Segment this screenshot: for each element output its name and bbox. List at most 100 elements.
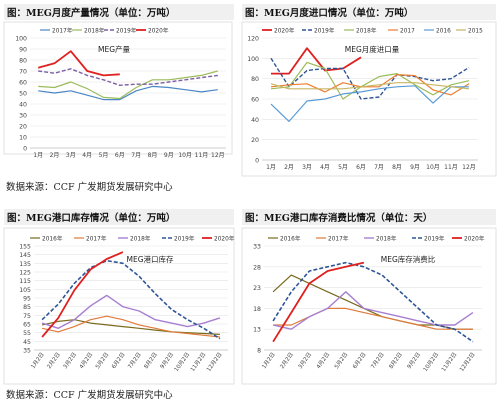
series-line <box>270 82 470 90</box>
panel-title-band-3: 图：MEG港口库存情况（单位：万吨） <box>4 209 234 225</box>
y-tick-label: 145 <box>19 252 31 259</box>
x-tick-label: 3月 <box>66 152 76 159</box>
legend-label: 2019年 <box>116 26 137 34</box>
x-tick-label: 5月 <box>338 164 348 171</box>
y-tick-label: 10 <box>19 135 27 142</box>
series-line <box>38 70 218 100</box>
panel-title-1: 图：MEG月度产量情况（单位：万吨） <box>7 8 176 19</box>
legend-label: 2016年 <box>42 234 63 242</box>
x-tick-label: 5月 <box>99 152 109 159</box>
x-tick-label: 9月2日 <box>406 351 422 370</box>
x-tick-label: 6月 <box>115 152 125 159</box>
series-line <box>41 251 124 338</box>
y-tick-label: 40 <box>19 102 27 109</box>
chart-inline-title: MEG月度进口量 <box>345 44 400 54</box>
x-tick-label: 1月 <box>266 164 276 171</box>
x-tick-label: 11月 <box>444 164 458 171</box>
legend-label: 2016 <box>436 28 451 34</box>
y-tick-label: 65 <box>23 322 31 329</box>
x-tick-label: 7月2日 <box>369 351 385 370</box>
legend-label: 2017 <box>400 28 415 34</box>
y-tick-label: 90 <box>19 47 27 54</box>
series-line <box>41 315 220 338</box>
series-line <box>272 261 474 343</box>
y-tick-label: 85 <box>23 304 31 311</box>
y-tick-label: 0 <box>23 146 27 153</box>
series-line <box>272 261 365 343</box>
y-tick-label: 20 <box>19 124 27 131</box>
x-tick-label: 11月 <box>195 152 209 159</box>
y-tick-label: 80 <box>251 76 259 83</box>
legend-label: 2019年 <box>424 234 445 242</box>
legend-label: 2019年 <box>314 26 335 34</box>
x-tick-label: 3月 <box>302 164 312 171</box>
x-tick-label: 2月 <box>50 152 60 159</box>
x-tick-label: 10月2日 <box>422 351 440 373</box>
legend-label: 2018年 <box>130 234 151 242</box>
chart-inline-title: MEG港口库存 <box>126 254 174 264</box>
series-line <box>272 291 474 330</box>
series-line <box>270 74 470 96</box>
panel-title-2: 图：MEG月度进口情况（单位：万吨） <box>245 8 414 19</box>
x-tick-label: 4月2日 <box>315 351 331 370</box>
legend-label: 2017年 <box>52 26 73 34</box>
panel-title-4: 图：MEG港口库存消费比情况（单位：天） <box>245 213 433 224</box>
x-tick-label: 8月2日 <box>388 351 404 370</box>
y-tick-label: 120 <box>247 36 259 43</box>
y-tick-label: 33 <box>253 244 261 251</box>
legend-label: 2020年 <box>464 234 485 242</box>
series-line <box>38 68 218 86</box>
series-line <box>271 47 362 75</box>
x-tick-label: 2月 <box>284 164 294 171</box>
panel-title-band-4: 图：MEG港口库存消费比情况（单位：天） <box>242 209 496 225</box>
y-tick-label: 95 <box>23 296 31 303</box>
series-line <box>270 57 470 100</box>
y-tick-label: 100 <box>247 56 259 63</box>
y-tick-label: 125 <box>19 270 31 277</box>
y-tick-label: 135 <box>19 261 31 268</box>
y-tick-label: 28 <box>253 264 261 271</box>
series-line <box>41 294 221 329</box>
legend-label: 2020年 <box>274 26 295 34</box>
x-tick-label: 4月 <box>82 152 92 159</box>
y-tick-label: 50 <box>19 91 27 98</box>
y-tick-label: 23 <box>253 285 261 292</box>
chart-frame <box>241 21 497 177</box>
x-tick-label: 4月 <box>320 164 330 171</box>
y-tick-label: 40 <box>251 117 259 124</box>
x-tick-label: 8月 <box>148 152 158 159</box>
y-tick-label: 18 <box>253 306 261 313</box>
y-tick-label: 20 <box>251 137 259 144</box>
chart-frame <box>3 227 235 385</box>
y-tick-label: 115 <box>19 278 31 285</box>
x-tick-label: 7月 <box>131 152 141 159</box>
series-line <box>38 85 218 101</box>
x-tick-label: 12月 <box>462 164 476 171</box>
y-tick-label: 60 <box>19 80 27 87</box>
series-line <box>41 319 220 335</box>
x-tick-label: 7月 <box>374 164 384 171</box>
legend-label: 2016年 <box>280 234 301 242</box>
legend-label: 2018年 <box>376 234 397 242</box>
y-tick-label: 60 <box>251 97 259 104</box>
y-tick-label: 13 <box>253 327 261 334</box>
y-tick-label: 45 <box>23 339 31 346</box>
panel-title-band-2: 图：MEG月度进口情况（单位：万吨） <box>242 4 496 20</box>
y-tick-label: 70 <box>19 69 27 76</box>
x-tick-label: 11月2日 <box>440 351 458 373</box>
chart-inline-title: MEG库存消费比 <box>381 254 436 264</box>
y-tick-label: 35 <box>23 348 31 355</box>
legend-label: 2020年 <box>148 26 169 34</box>
x-tick-label: 2月2日 <box>279 351 295 370</box>
y-tick-label: 100 <box>15 36 27 43</box>
series-line <box>270 85 469 122</box>
legend-label: 2017年 <box>328 234 349 242</box>
x-tick-label: 1月2日 <box>260 351 276 370</box>
x-tick-label: 6月 <box>356 164 366 171</box>
x-tick-label: 10月 <box>426 164 440 171</box>
x-tick-label: 12月2日 <box>458 351 476 373</box>
x-tick-label: 9月 <box>410 164 420 171</box>
